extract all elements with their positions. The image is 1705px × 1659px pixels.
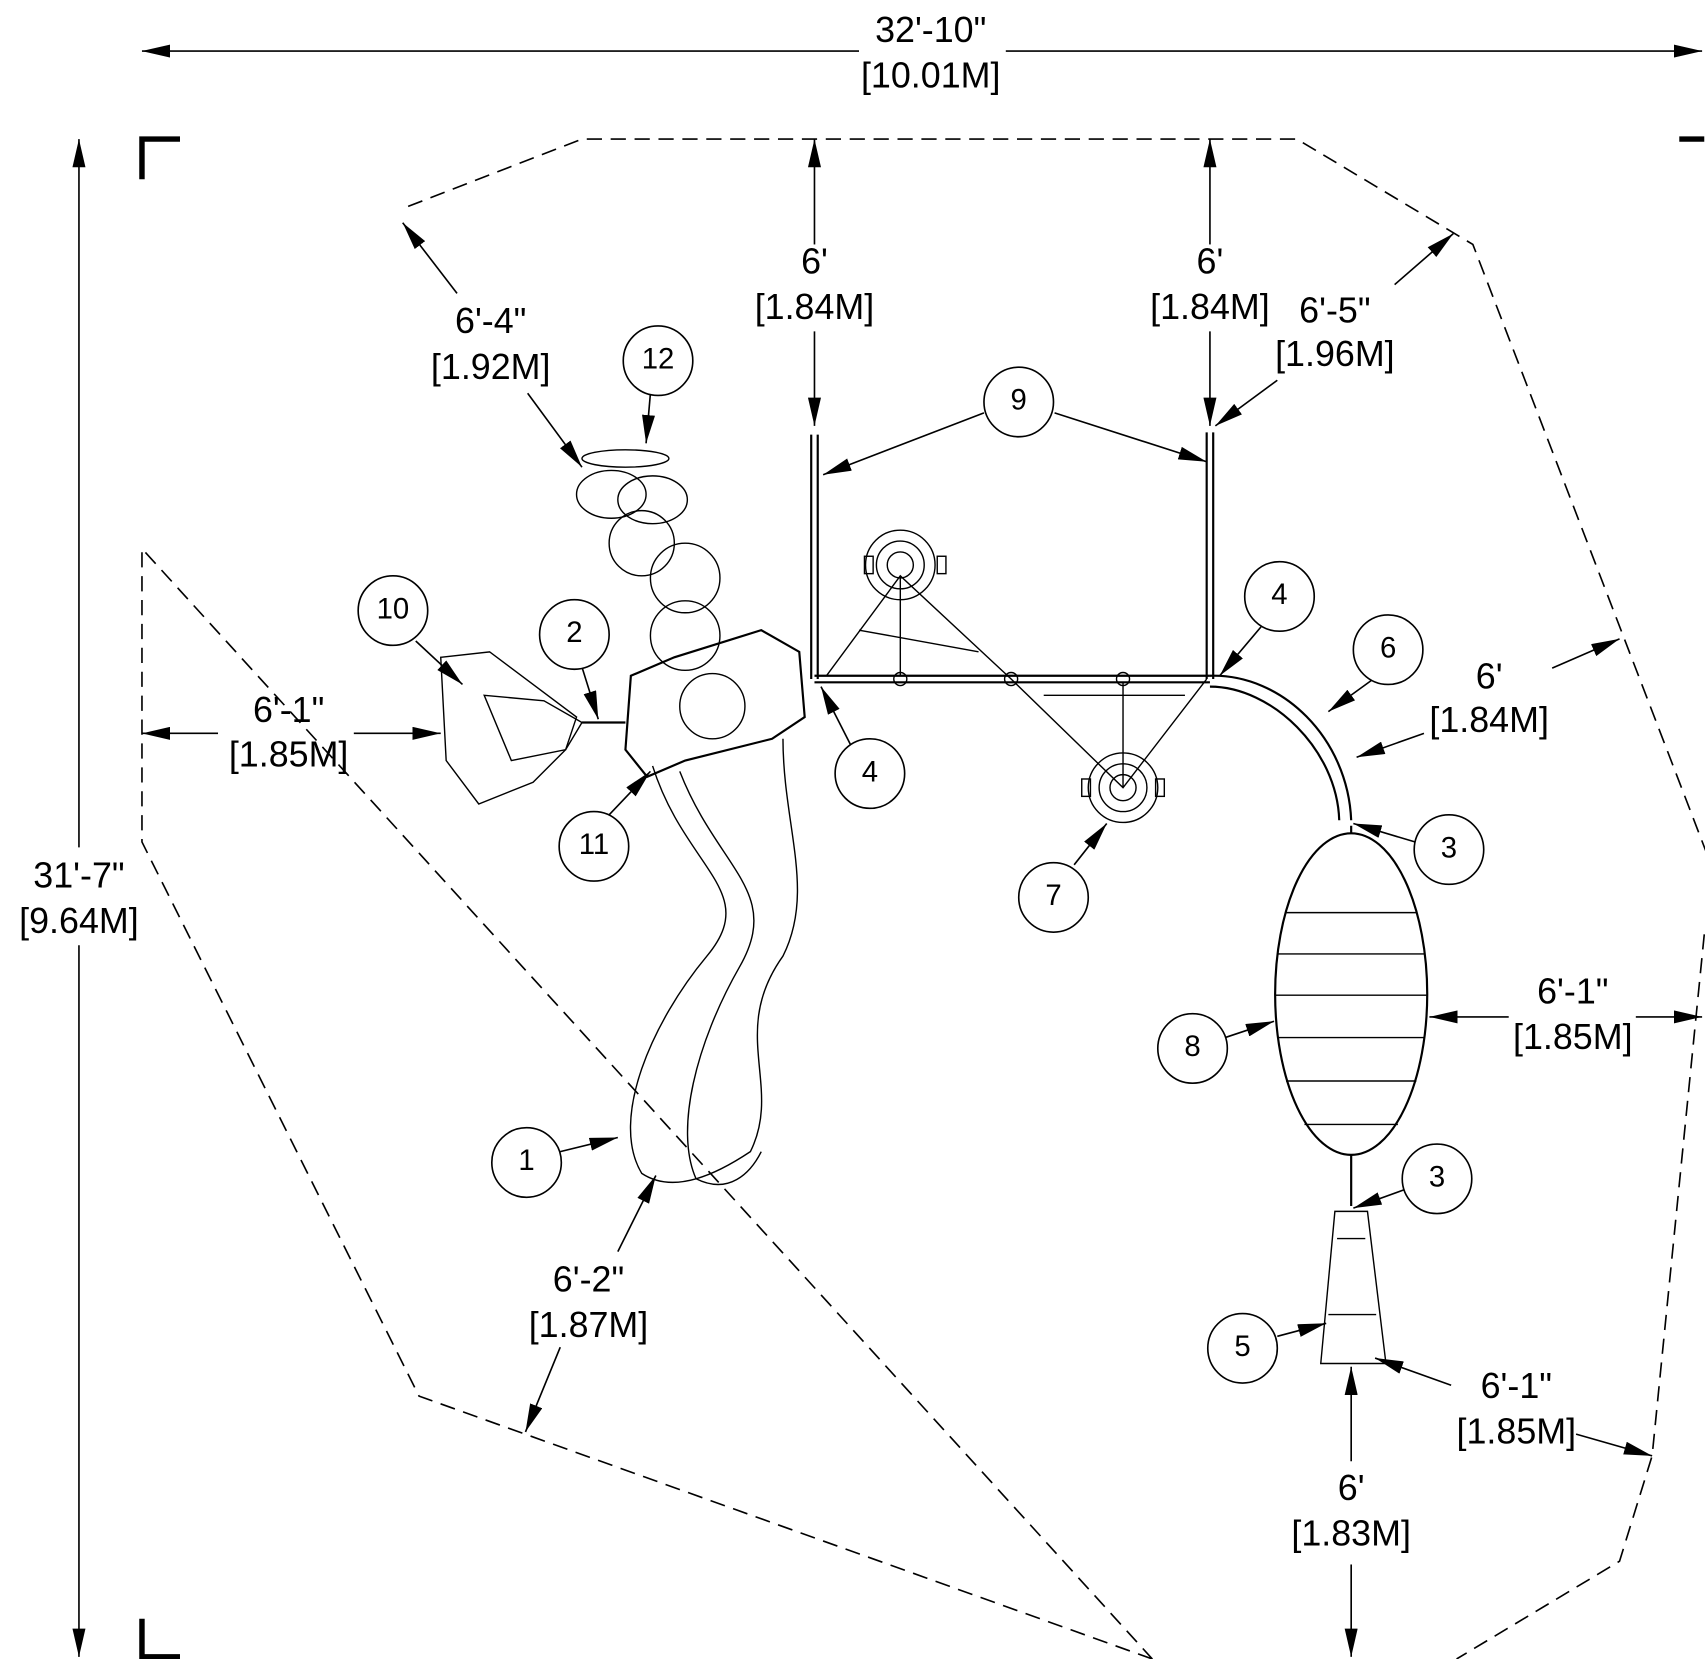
callout: 1 xyxy=(518,1144,534,1177)
callout: 6 xyxy=(1380,631,1396,664)
dimension-feet: 6'-4" xyxy=(455,301,526,341)
dimension-meters: [1.96M] xyxy=(1275,334,1395,374)
dimension-lines xyxy=(72,44,1703,1657)
dimension-meters: [1.84M] xyxy=(1429,700,1549,740)
dimension-feet: 6'-1" xyxy=(1537,972,1608,1012)
dimension-meters: [1.84M] xyxy=(1150,287,1270,327)
layout xyxy=(72,44,1705,1659)
dimension-meters: [1.87M] xyxy=(529,1305,649,1345)
dimension-meters: [1.92M] xyxy=(431,347,551,387)
callout: 8 xyxy=(1184,1030,1200,1063)
dimension-meters: [1.85M] xyxy=(1513,1017,1633,1057)
dimension-feet: 6' xyxy=(1338,1468,1365,1508)
callout: 12 xyxy=(642,342,675,375)
leaders xyxy=(415,393,1416,1338)
dimension-feet: 6' xyxy=(801,241,828,281)
dimension-meters: [1.84M] xyxy=(755,287,875,327)
dimension-feet: 6'-2" xyxy=(553,1259,624,1299)
dimension-meters: [1.85M] xyxy=(1457,1412,1577,1452)
dimension-meters: [10.01M] xyxy=(861,56,1000,96)
dimension-meters: [1.83M] xyxy=(1291,1514,1411,1554)
dimension-meters: [9.64M] xyxy=(19,901,139,941)
callout-labels: 12 9 10 2 4 6 4 11 3 7 8 1 3 5 xyxy=(377,342,1457,1363)
callout: 4 xyxy=(1271,578,1287,611)
play-structure xyxy=(439,432,1429,1365)
callout: 3 xyxy=(1429,1161,1445,1194)
dimension-feet: 6' xyxy=(1476,656,1503,696)
callout: 7 xyxy=(1045,879,1061,912)
dimension-feet: 6'-5" xyxy=(1299,290,1370,330)
callout: 2 xyxy=(566,616,582,649)
callout: 11 xyxy=(579,828,609,861)
dimension-feet: 6'-1" xyxy=(253,690,324,730)
dimension-meters: [1.85M] xyxy=(229,735,349,775)
use-zone xyxy=(141,138,1705,1659)
dimension-feet: 6'-1" xyxy=(1481,1366,1552,1406)
dimension-feet: 6' xyxy=(1197,241,1224,281)
callout: 4 xyxy=(862,755,878,788)
callout: 5 xyxy=(1234,1330,1250,1363)
dimension-labels: 32'-10" [10.01M] 31'-7" [9.64M] 6' [1.84… xyxy=(19,10,1632,1554)
callout-circles xyxy=(357,325,1485,1384)
dimension-feet: 31'-7" xyxy=(33,855,124,895)
callout: 9 xyxy=(1011,384,1027,417)
callout: 3 xyxy=(1441,831,1457,864)
callout: 10 xyxy=(377,592,410,625)
dimension-feet: 32'-10" xyxy=(875,10,986,50)
corner-marks xyxy=(139,136,1705,1659)
